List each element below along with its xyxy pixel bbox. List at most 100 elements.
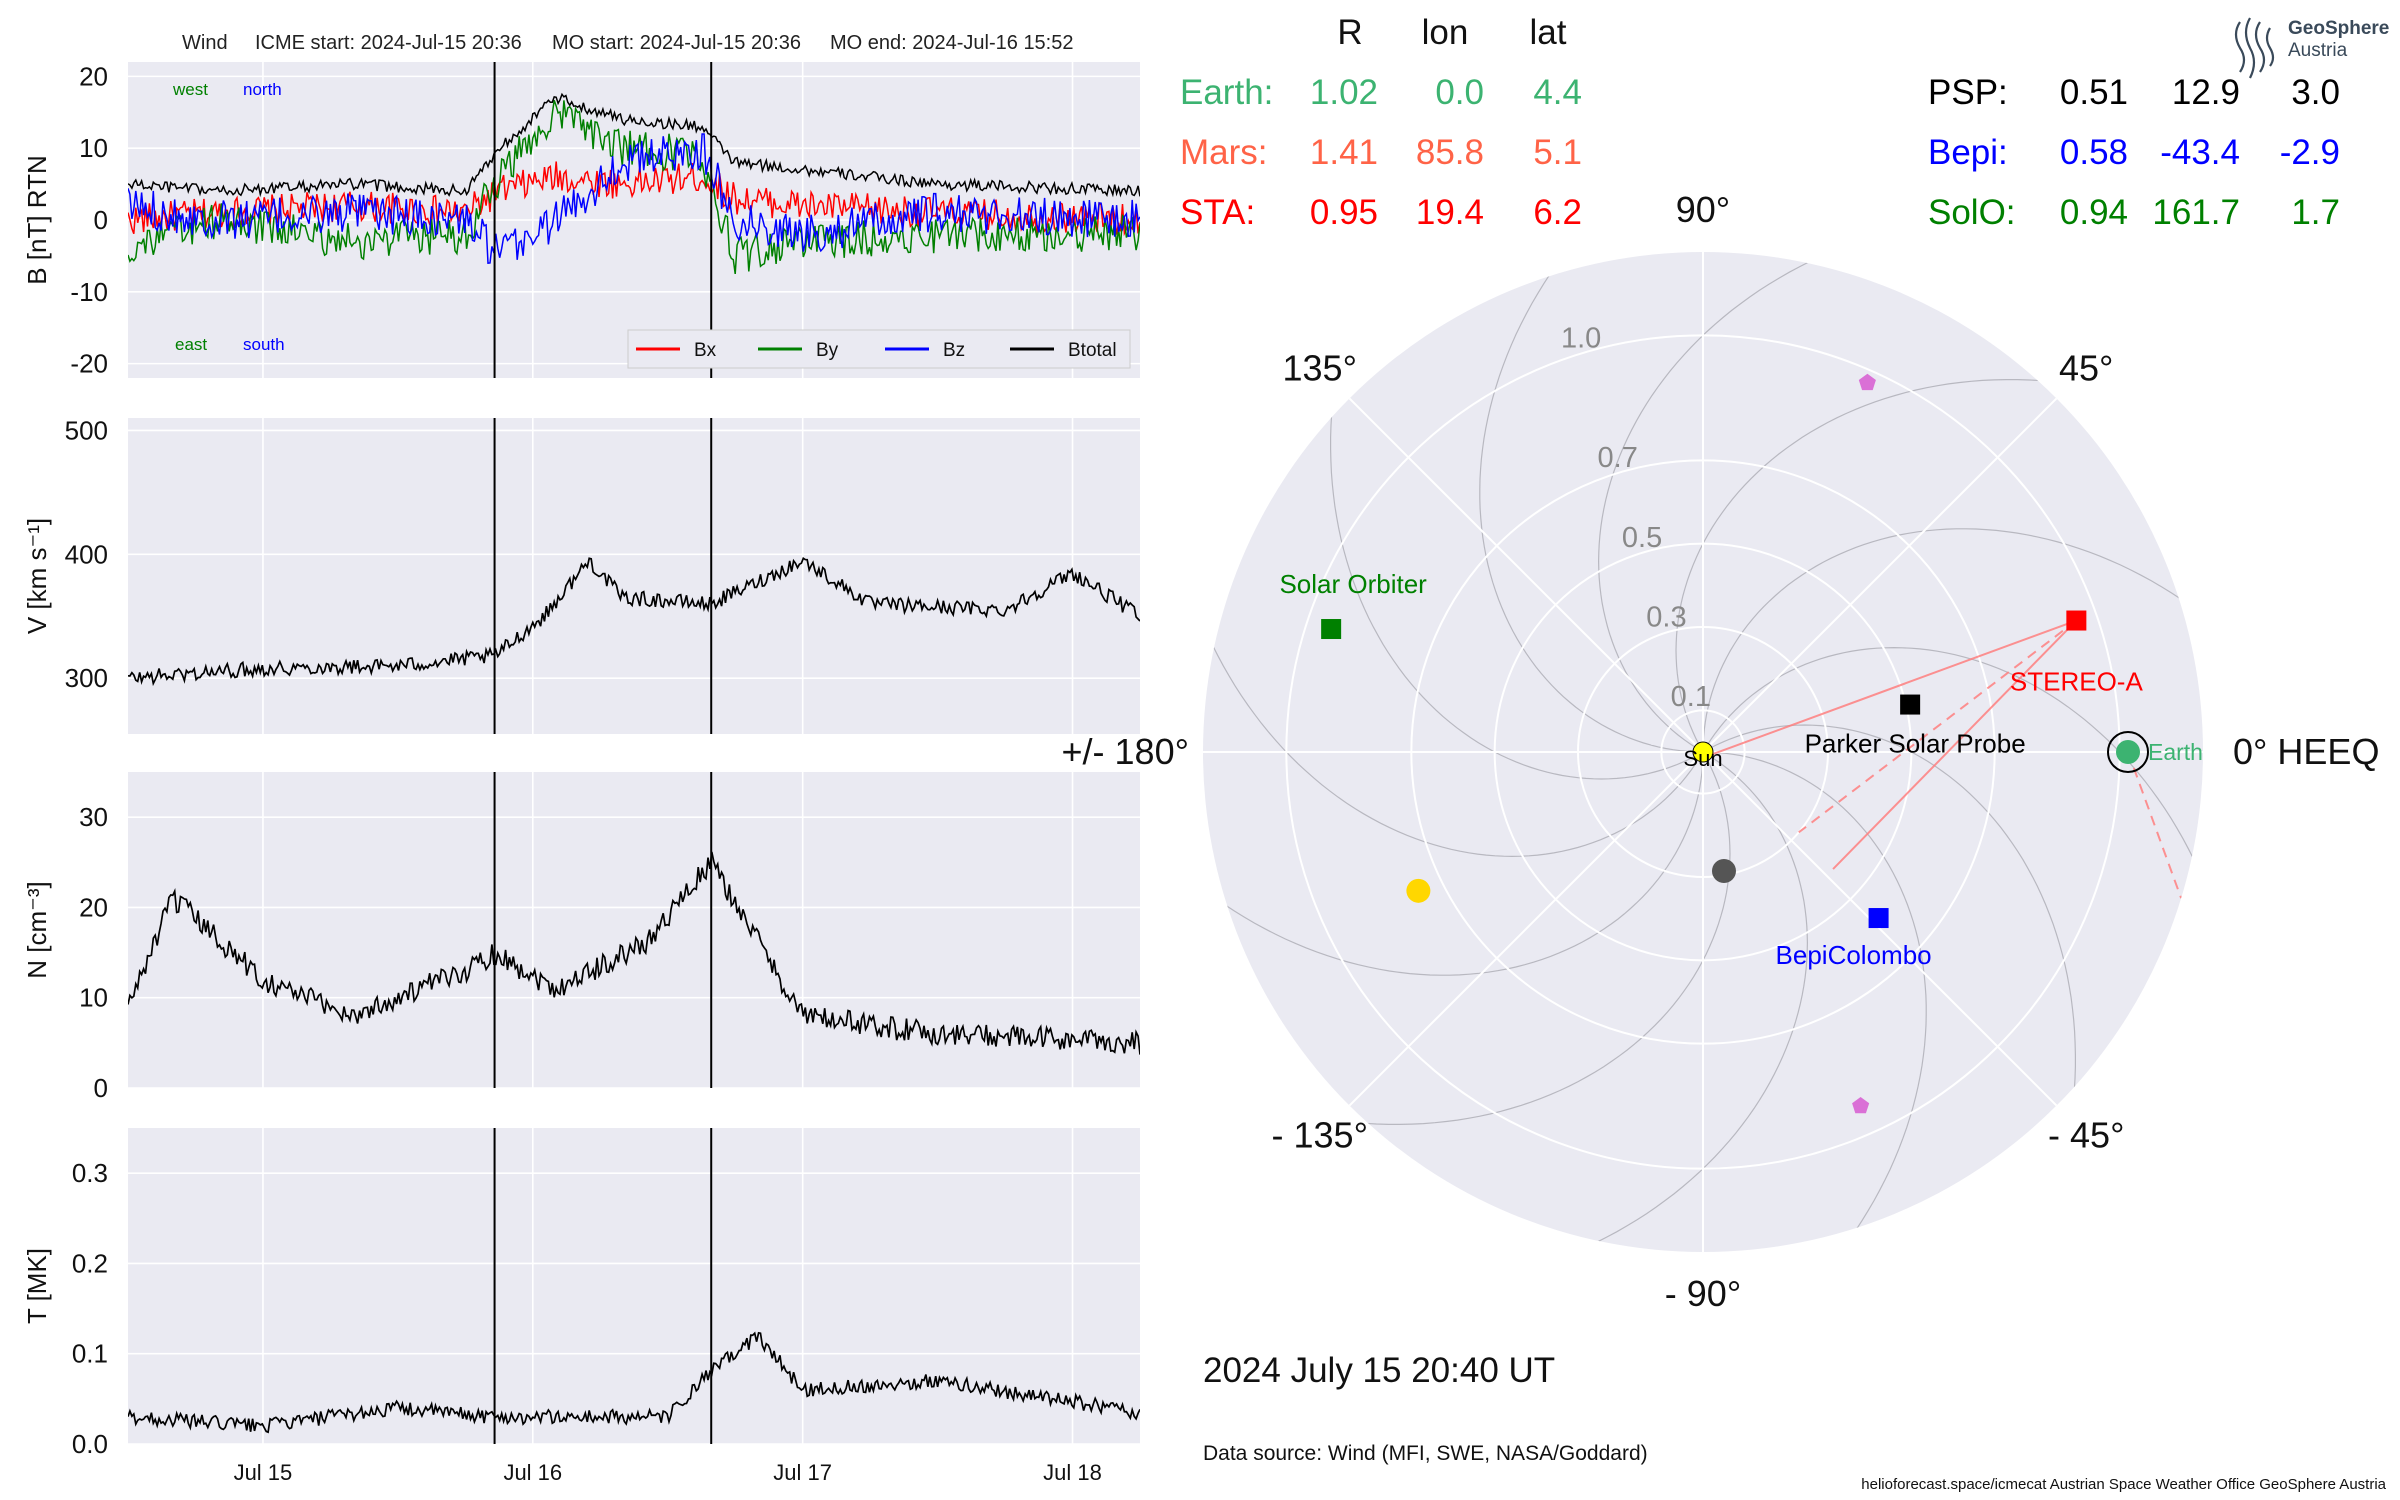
row-lat: 5.1 [1533, 133, 1582, 172]
y-axis-label: N [cm⁻³] [22, 881, 52, 979]
radial-tick-label: 0.1 [1671, 681, 1711, 713]
connection-line [1710, 619, 2077, 756]
row-name: Bepi: [1928, 133, 2008, 172]
row-lon: 0.0 [1435, 73, 1484, 112]
x-tick-label: Jul 18 [1043, 1460, 1102, 1485]
series-line-bz [128, 133, 1140, 265]
object-marker-unlabeled [1852, 1097, 1870, 1114]
header: Wind ICME start: 2024-Jul-15 20:36 MO st… [182, 32, 1074, 54]
table-row-left-3: STA: 0.95 19.4 6.2 [1180, 193, 1582, 232]
row-lat: -2.9 [2280, 133, 2340, 172]
geosphere-logo: GeoSphere Austria [2234, 17, 2389, 79]
radial-tick-label: 0.7 [1598, 442, 1638, 474]
object-label-earth: Earth [2148, 739, 2203, 765]
x-tick-label: Jul 17 [773, 1460, 832, 1485]
row-lat: 4.4 [1533, 73, 1582, 112]
angle-tick-label: +/- 180° [1062, 731, 1189, 772]
y-tick-label: 300 [65, 663, 108, 693]
angle-tick-label: - 135° [1272, 1114, 1368, 1155]
object-marker-solar-orbiter [1321, 619, 1342, 640]
row-r: 0.58 [2060, 133, 2128, 172]
y-tick-label: -20 [70, 349, 108, 379]
row-r: 0.94 [2060, 193, 2128, 232]
row-name: PSP: [1928, 73, 2008, 112]
data-source-label: Data source: Wind (MFI, SWE, NASA/Goddar… [1203, 1442, 1648, 1465]
row-r: 1.41 [1310, 133, 1378, 172]
row-name: Mars: [1180, 133, 1268, 172]
b-legend: Bx By Bz Btotal [627, 329, 1131, 369]
table-header: lon [1422, 13, 1469, 52]
object-marker-unlabeled [1406, 878, 1431, 903]
series-line-bx [128, 161, 1140, 237]
series-line-by [128, 99, 1140, 274]
earth-ring [2107, 731, 2149, 773]
parker-spiral [1675, 379, 2203, 753]
row-r: 1.02 [1310, 73, 1378, 112]
object-marker-parker-solar-probe [1900, 694, 1921, 715]
logo-line2: Austria [2288, 40, 2348, 61]
table-row-right-2: Bepi: 0.58 -43.4 -2.9 [1928, 133, 2340, 172]
y-tick-label: 0.2 [72, 1248, 108, 1278]
table-row-right-1: PSP: 0.51 12.9 3.0 [1928, 73, 2340, 112]
logo-mark [2234, 17, 2275, 79]
object-marker-sun [1692, 741, 1714, 763]
row-lon: 161.7 [2152, 193, 2240, 232]
y-tick-label: 0 [94, 1073, 108, 1103]
angle-tick-label: 45° [2059, 348, 2113, 389]
connection-line [2127, 751, 2183, 899]
row-lat: 3.0 [2291, 73, 2340, 112]
angle-tick-label: 135° [1283, 348, 1357, 389]
y-axis-label: B [nT] RTN [22, 155, 52, 285]
row-name: Earth: [1180, 73, 1273, 112]
y-tick-label: 0.3 [72, 1158, 108, 1188]
angular-spoke [1702, 397, 2058, 753]
panel-2: 300 400 500 V [km s⁻¹] [22, 415, 1140, 734]
object-marker-earth [2116, 740, 2140, 764]
series-line-n [128, 851, 1140, 1055]
table-row-right-3: SolO: 0.94 161.7 1.7 [1928, 193, 2340, 232]
angle-tick-label: 90° [1676, 189, 1730, 230]
panel-3: 0 10 20 30 N [cm⁻³] [22, 772, 1140, 1103]
header-mo-start: MO start: 2024-Jul-15 20:36 [552, 32, 801, 54]
panel-4: 0.0 0.1 0.2 0.3 Jul 15 Jul 16 Jul 17 Jul 18 T [M… [22, 1128, 1140, 1485]
angular-spoke [1348, 397, 1704, 753]
legend-label-btotal: Btotal [1068, 340, 1117, 361]
row-name: SolO: [1928, 193, 2016, 232]
y-tick-label: 0.0 [72, 1429, 108, 1459]
polar-plot: 0.1 0.3 0.5 0.7 1.0 90° 45° 0° HEEQ - 45° - 90° - … [1062, 189, 2380, 1314]
north-label: north [243, 80, 282, 99]
angle-tick-label: - 45° [2048, 1114, 2124, 1155]
angle-tick-label: - 90° [1665, 1273, 1741, 1314]
y-tick-label: -10 [70, 277, 108, 307]
object-marker-unlabeled [1858, 373, 1876, 391]
panel-background [128, 1128, 1140, 1444]
object-label-parker-solar-probe: Parker Solar Probe [1805, 729, 2026, 759]
object-label-bepicolombo: BepiColombo [1776, 940, 1932, 970]
panel-1: -20 -10 0 10 20 B [nT] RTN [22, 61, 1140, 379]
y-tick-label: 20 [79, 61, 108, 91]
radial-tick-label: 0.3 [1646, 601, 1686, 633]
angular-spoke [1702, 751, 2058, 1107]
south-label: south [243, 335, 285, 354]
object-marker-bepicolombo [1868, 908, 1889, 929]
series-line-v [128, 557, 1140, 687]
series-line-btotal [128, 92, 1140, 198]
series-line-t [128, 1331, 1140, 1434]
x-tick-label: Jul 16 [503, 1460, 562, 1485]
row-lon: 19.4 [1416, 193, 1484, 232]
y-tick-label: 30 [79, 802, 108, 832]
legend-label-bx: Bx [694, 340, 717, 361]
row-lat: 6.2 [1533, 193, 1582, 232]
row-lon: 12.9 [2172, 73, 2240, 112]
row-lon: -43.4 [2160, 133, 2240, 172]
connection-line [1832, 619, 2078, 870]
logo-line1: GeoSphere [2288, 18, 2389, 39]
parker-spiral [1330, 252, 1704, 780]
y-tick-label: 10 [79, 133, 108, 163]
y-tick-label: 0 [94, 205, 108, 235]
radial-tick-label: 1.0 [1561, 323, 1601, 355]
legend-label-by: By [816, 340, 839, 361]
object-marker-stereo-a [2066, 610, 2087, 631]
